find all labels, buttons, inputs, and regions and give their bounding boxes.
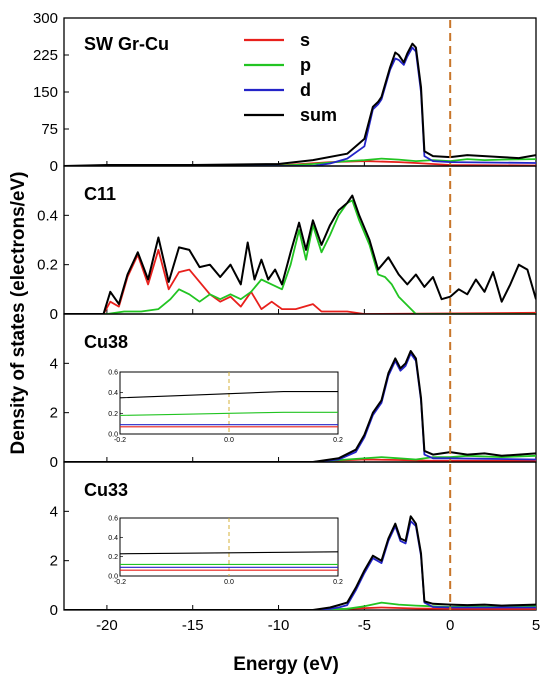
y-tick-label: 75 xyxy=(41,121,58,138)
legend-label: s xyxy=(300,30,310,50)
y-tick-label: 0 xyxy=(50,158,58,175)
panel-c11: 0 0.2 0.4 C11 xyxy=(37,165,537,323)
inset-y-tick-label: 0.0 xyxy=(108,574,118,581)
panel-sw-gr-cu: 0 75 150 225 300 SW Gr-Cu xyxy=(33,10,537,175)
series-s-line xyxy=(64,249,536,314)
inset-y-tick-label: 0.6 xyxy=(108,516,118,523)
x-tick-label: 5 xyxy=(532,617,540,634)
y-tick-label: 225 xyxy=(33,47,58,64)
y-tick-label: 2 xyxy=(50,553,58,570)
y-tick-label: 0 xyxy=(50,602,58,619)
inset-x-tick-label: -0.2 xyxy=(114,437,126,444)
y-tick-label: 150 xyxy=(33,84,58,101)
legend-label: sum xyxy=(300,105,337,125)
inset-y-tick-label: 0.6 xyxy=(108,370,118,377)
legend: spd sum xyxy=(244,30,337,125)
series-p-line xyxy=(64,601,536,610)
legend-label: p xyxy=(300,55,311,75)
y-axis-title: Density of states (electrons/eV) xyxy=(8,172,29,455)
legend-label: d xyxy=(300,80,311,100)
series-p-line xyxy=(64,157,536,166)
legend-entry-d: d xyxy=(244,80,311,100)
legend-entry-p: p xyxy=(244,55,311,75)
x-tick-label: -5 xyxy=(358,617,371,634)
x-tick-label: -20 xyxy=(96,617,118,634)
inset-y-tick-label: 0.2 xyxy=(108,411,118,418)
x-tick-label: -10 xyxy=(268,617,290,634)
series-sum-line xyxy=(64,42,536,166)
panel-label: Cu38 xyxy=(84,332,128,352)
y-tick-label: 0.2 xyxy=(37,257,58,274)
x-axis-title: Energy (eV) xyxy=(233,654,339,675)
inset-plot: 0.00.20.40.6-0.2 0.0 0.2 xyxy=(108,370,343,445)
legend-entry-sum: sum xyxy=(244,105,337,125)
y-tick-label: 0 xyxy=(50,454,58,471)
series-d-line xyxy=(64,352,536,462)
y-tick-label: 4 xyxy=(50,355,58,372)
inset-x-tick-label: 0.2 xyxy=(333,579,343,586)
inset-y-tick-label: 0.4 xyxy=(108,390,118,397)
series-sum-line xyxy=(64,194,536,314)
inset-series-sum-line xyxy=(119,551,339,555)
inset-y-tick-label: 0.4 xyxy=(108,535,118,542)
panel-label: Cu33 xyxy=(84,480,128,500)
inset-x-tick-label: -0.2 xyxy=(114,579,126,586)
panel-frame xyxy=(63,165,537,315)
series-sum-line xyxy=(64,350,536,462)
inset-y-tick-label: 0.0 xyxy=(108,432,118,439)
y-tick-label: 300 xyxy=(33,10,58,27)
series-p-line xyxy=(64,199,536,314)
inset-x-tick-label: 0.0 xyxy=(224,437,234,444)
panel-label: SW Gr-Cu xyxy=(84,34,169,54)
legend-entry-s: s xyxy=(244,30,310,50)
panels-group: 0 75 150 225 300 SW Gr-Cu 0 0.2 0.4 C11 0 2 4 Cu38 0.0… xyxy=(33,10,540,634)
x-tick-label: 0 xyxy=(446,617,454,634)
y-tick-label: 0.4 xyxy=(37,207,58,224)
x-tick-label: -15 xyxy=(182,617,204,634)
y-tick-label: 4 xyxy=(50,503,58,520)
inset-y-tick-label: 0.2 xyxy=(108,554,118,561)
inset-series-sum-line xyxy=(119,391,338,399)
panel-label: C11 xyxy=(84,184,116,204)
y-tick-label: 2 xyxy=(50,405,58,422)
inset-series-p-line xyxy=(119,411,338,416)
inset-x-tick-label: 0.0 xyxy=(224,579,234,586)
series-sum-line xyxy=(64,515,536,610)
inset-plot: 0.00.20.40.6-0.2 0.0 0.2 xyxy=(108,516,343,587)
y-tick-label: 0 xyxy=(50,306,58,323)
inset-x-tick-label: 0.2 xyxy=(333,437,343,444)
